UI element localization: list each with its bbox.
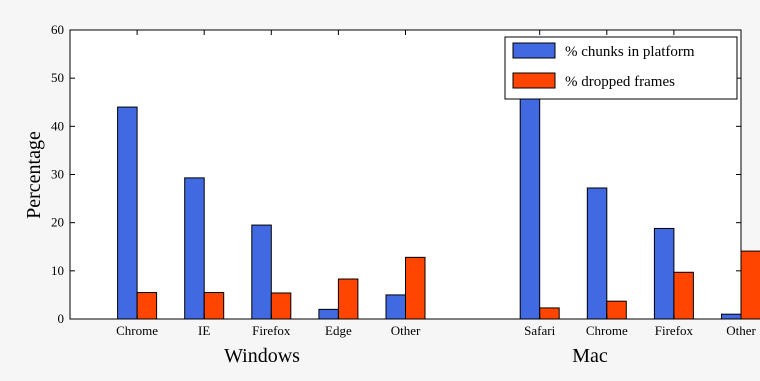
group-label-mac: Mac: [572, 345, 608, 367]
y-tick-label-10: 10: [51, 263, 64, 278]
x-tick-label-safari-5: Safari: [524, 323, 555, 338]
bar-chunks-other-8: [721, 313, 742, 320]
legend-swatch-chunks: [512, 42, 556, 59]
x-tick-label-firefox-2: Firefox: [252, 323, 291, 338]
y-tick-label-40: 40: [51, 118, 64, 133]
x-tick-label-chrome-0: Chrome: [116, 323, 158, 338]
x-tick-label-other-4: Other: [391, 323, 421, 338]
y-tick-label-60: 60: [51, 22, 64, 37]
legend-label-chunks: % chunks in platform: [565, 44, 695, 60]
group-label-windows: Windows: [224, 345, 300, 367]
bar-chunks-firefox-7: [653, 227, 675, 320]
bar-chunks-chrome-0: [117, 106, 138, 320]
x-tick-label-edge-3: Edge: [325, 323, 352, 338]
bar-chunks-firefox-2: [251, 224, 272, 320]
bar-dropped-firefox-7: [673, 271, 694, 320]
bar-chunks-chrome-6: [586, 187, 608, 320]
legend: % chunks in platform % dropped frames: [504, 36, 738, 100]
bar-dropped-chrome-0: [136, 292, 158, 320]
bar-dropped-safari-5: [539, 307, 560, 320]
bar-dropped-other-8: [740, 250, 760, 320]
x-tick-label-firefox-7: Firefox: [655, 323, 694, 338]
bar-dropped-ie-1: [203, 292, 225, 320]
bar-chunks-other-4: [385, 294, 406, 320]
bar-chunks-safari-5: [519, 63, 541, 320]
bar-dropped-edge-3: [337, 278, 359, 320]
x-tick-label-ie-1: IE: [198, 323, 210, 338]
bar-chunks-ie-1: [184, 177, 205, 320]
y-tick-label-20: 20: [51, 215, 64, 230]
y-axis-label: Percentage: [23, 131, 45, 219]
legend-label-dropped: % dropped frames: [565, 74, 675, 90]
bar-dropped-other-4: [405, 256, 426, 320]
x-tick-label-other-8: Other: [726, 323, 756, 338]
x-tick-label-chrome-6: Chrome: [586, 323, 628, 338]
y-tick-label-30: 30: [51, 167, 64, 182]
bar-chunks-edge-3: [318, 308, 339, 320]
legend-swatch-dropped: [512, 72, 556, 89]
bar-dropped-chrome-6: [606, 300, 627, 320]
y-tick-label-50: 50: [51, 70, 64, 85]
bar-dropped-firefox-2: [270, 292, 292, 320]
y-tick-label-0: 0: [58, 311, 65, 326]
